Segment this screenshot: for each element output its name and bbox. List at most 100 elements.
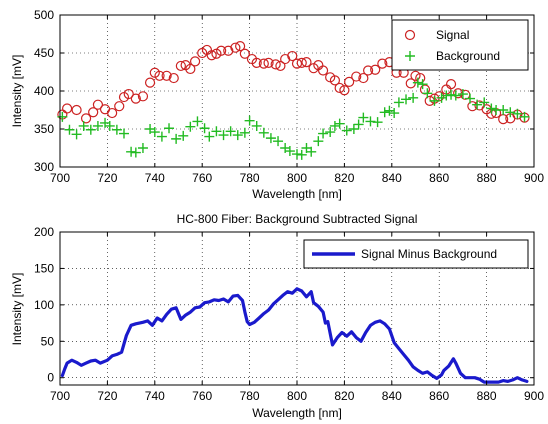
data-point-signal [329,75,341,86]
data-point-signal [161,70,172,81]
x-tick-label: 880 [477,171,497,185]
data-point-signal [405,78,416,89]
data-point-signal [88,107,99,118]
legend-marker-signal [404,29,416,41]
y-tick-label: 350 [34,122,54,136]
data-point-background [505,107,516,118]
x-tick-label: 800 [287,389,307,403]
x-tick-label: 820 [334,389,354,403]
data-point-signal [419,84,431,95]
data-point-background [450,90,461,101]
data-point-background [512,108,523,119]
data-point-background [372,117,383,128]
y-axis-label: Intensity [mV] [10,55,24,128]
data-point-signal [235,41,246,52]
data-point-signal [339,85,350,96]
data-point-signal [114,101,125,112]
data-point-background [78,120,89,131]
x-axis-label: Wavelength [nm] [252,187,342,201]
data-point-background [284,146,295,157]
data-point-background [126,146,137,157]
data-point-background [258,127,269,138]
data-point-signal [71,104,82,116]
data-point-background [389,108,400,119]
data-point-signal [275,60,286,72]
x-tick-label: 700 [50,389,70,403]
data-point-signal [62,103,73,114]
data-point-background [85,124,96,135]
signal-background-chart: 700 720 740 760 780 800 820 840 860 880 900 300 350 4… [10,8,544,201]
data-point-background [92,120,103,131]
y-tick-label: 50 [41,334,55,348]
x-tick-label: 840 [382,171,402,185]
data-point-background [185,121,196,132]
data-point-signal [358,72,369,84]
data-point-background [353,119,364,130]
data-point-background [422,88,433,99]
x-tick-label: 900 [524,171,544,185]
x-tick-label: 720 [97,171,117,185]
data-point-signal [175,60,186,72]
x-tick-label: 820 [334,171,354,185]
data-point-background [192,116,203,127]
data-point-background [218,130,229,141]
data-point-signal [92,99,104,110]
data-point-background [318,128,329,139]
y-tick-label: 200 [34,225,54,239]
data-point-background [239,127,250,138]
data-point-background [358,112,369,123]
data-point-signal [239,48,250,59]
data-point-background [164,123,175,134]
data-point-background [393,97,404,108]
data-point-signal [144,77,156,88]
data-point-background [441,90,452,101]
data-point-background [149,127,160,138]
y-tick-label: 450 [34,46,54,60]
data-point-signal [230,42,241,53]
data-point-signal [251,57,262,68]
data-point-background [57,111,68,122]
data-point-background [178,130,189,141]
data-point-signal [223,45,234,56]
data-point-background [379,107,390,118]
y-tick-label: 300 [34,160,54,174]
data-point-signal [263,57,274,68]
data-point-background [204,131,215,142]
data-point-background [401,94,412,105]
x-tick-label: 840 [382,389,402,403]
data-point-background [232,130,243,141]
data-point-background [225,126,236,137]
data-point-background [199,123,210,134]
legend-label-background: Background [436,49,500,63]
data-point-signal [291,58,303,69]
data-point-background [384,105,395,116]
x-tick-label: 740 [145,171,165,185]
data-point-background [457,89,468,100]
y-tick-label: 150 [34,261,54,275]
data-point-signal [80,113,92,124]
data-point-background [412,77,423,88]
x-tick-label: 860 [429,171,449,185]
data-point-background [156,131,167,142]
data-point-signal [351,71,362,82]
data-point-signal [445,79,457,90]
x-axis-label: Wavelength [nm] [252,406,342,420]
data-point-background [429,95,440,106]
data-point-background [111,124,122,135]
y-axis-label: Intensity [mV] [10,273,24,346]
data-point-signal [370,64,381,75]
x-tick-label: 740 [145,389,165,403]
legend-label-signal-minus-background: Signal Minus Background [361,247,497,261]
y-tick-label: 500 [34,8,54,22]
data-point-signal [107,107,118,119]
data-point-signal [185,63,196,75]
data-point-background [329,120,340,131]
data-point-signal [344,76,355,87]
legend: Signal Minus Background [303,239,529,269]
y-tick-label: 400 [34,84,54,98]
data-point-background [64,124,75,135]
data-point-signal [189,56,201,67]
data-point-background [313,136,324,147]
bottom-chart-title: HC-800 Fiber: Background Subtracted Sign… [177,212,418,226]
x-tick-label: 800 [287,171,307,185]
